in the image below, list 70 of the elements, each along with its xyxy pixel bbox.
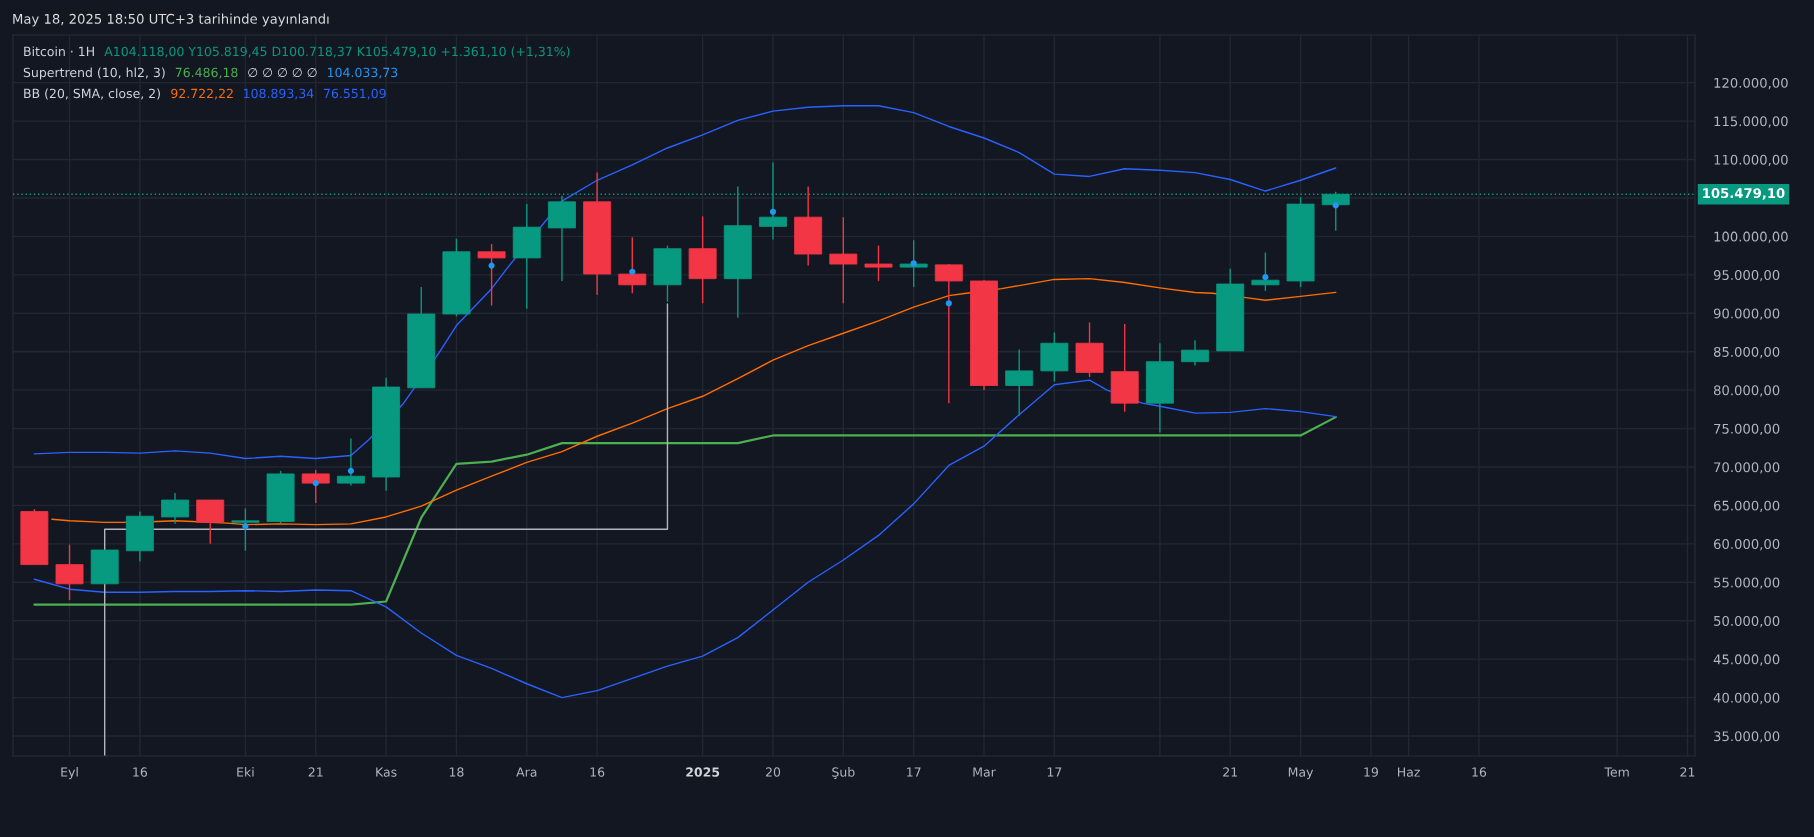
annotation: 76.486,18 [175, 67, 238, 79]
x-tick-label: 17 [1047, 767, 1062, 777]
y-tick-label: 75.000,00 [1714, 423, 1780, 436]
point [347, 467, 355, 474]
line-series [33, 105, 1337, 460]
annotation: Supertrend (10, hl2, 3) [23, 67, 165, 80]
annotation: 76.551,09 [324, 88, 386, 100]
x-tick-label: 2025 [686, 767, 720, 777]
x-tick-label: 16 [590, 767, 605, 777]
annotation: BB (20, SMA, close, 2) [24, 88, 160, 100]
annotation: ∅ ∅ ∅ ∅ ∅ [248, 68, 317, 78]
y-tick-label: 55.000,00 [1714, 577, 1780, 589]
ref-line-label: 105.479,10 [1703, 188, 1785, 200]
candlestick [1251, 251, 1280, 292]
x-tick-label: 21 [1223, 767, 1238, 777]
candlestick [231, 507, 260, 552]
annotation: A104.118,00 Y105.819,45 D100.718,37 K105.479,10 +1.361,10 (+1,31%) [104, 46, 570, 58]
candlestick [336, 437, 365, 487]
x-tick-label: 18 [449, 767, 464, 777]
y-tick-label: 100.000,00 [1714, 231, 1788, 243]
x-tick-label: 19 [1364, 767, 1378, 777]
x-tick-label: Eyl [61, 767, 78, 780]
text: Bitcoin · 1H [24, 46, 94, 57]
y-tick-label: 65.000,00 [1713, 500, 1780, 512]
line-series [33, 416, 1337, 606]
x-tick-label: 21 [1680, 767, 1695, 777]
y-tick-label: 70.000,00 [1714, 462, 1780, 474]
y-tick-label: 40.000,00 [1713, 692, 1780, 705]
y-tick-label: 35.000,00 [1714, 731, 1780, 743]
point [1332, 202, 1339, 209]
x-tick-label: Mar [973, 767, 996, 777]
y-tick-label: 85.000,00 [1713, 346, 1780, 359]
x-tick-label: Ara [516, 767, 537, 777]
x-tick-label: Tem [1604, 767, 1629, 777]
y-tick-label: 120.000,00 [1714, 77, 1788, 90]
y-tick-label: 80.000,00 [1713, 385, 1780, 397]
y-tick-label: 45.000,00 [1713, 654, 1780, 666]
y-tick-label: 115.000,00 [1714, 116, 1788, 128]
y-tick-label: 60.000,00 [1713, 539, 1780, 551]
annotation: 104.033,73 [328, 67, 398, 79]
y-tick-label: 95.000,00 [1713, 270, 1780, 282]
annotation: 92.722,22 [171, 88, 233, 100]
x-tick-label: Eki [237, 767, 254, 777]
point [488, 262, 495, 269]
x-tick-label: 16 [1472, 767, 1487, 777]
x-tick-label: Şub [832, 767, 855, 780]
line-series [33, 379, 1337, 699]
x-tick-label: 17 [907, 767, 921, 777]
x-tick-label: 20 [765, 767, 781, 777]
text: May 18, 2025 18:50 UTC+3 tarihinde yayınlandı [13, 13, 329, 27]
point [910, 260, 917, 267]
candlestick [899, 239, 928, 288]
x-tick-label: Kas [376, 767, 397, 777]
x-tick-label: Haz [1398, 767, 1420, 777]
x-tick-label: May [1288, 767, 1314, 780]
candlestick [829, 216, 858, 304]
point [1262, 274, 1269, 281]
point [629, 268, 636, 275]
point [312, 480, 319, 487]
y-tick-label: 110.000,00 [1714, 154, 1788, 167]
point [242, 523, 249, 530]
candlestick [864, 244, 893, 282]
y-tick-label: 90.000,00 [1713, 308, 1780, 320]
x-tick-label: 21 [308, 767, 323, 777]
candlestick [477, 243, 506, 307]
y-tick-label: 50.000,00 [1714, 615, 1780, 628]
annotation: 108.893,34 [244, 88, 314, 100]
point [769, 208, 777, 215]
x-tick-label: 16 [133, 767, 148, 777]
point [945, 300, 952, 307]
